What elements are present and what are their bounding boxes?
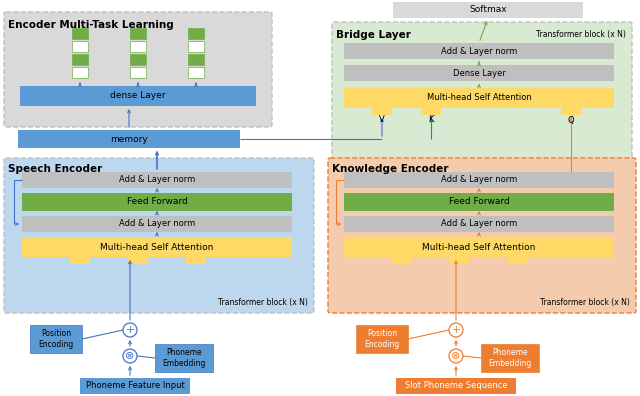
Bar <box>188 41 204 52</box>
Text: V: V <box>379 116 385 124</box>
Text: Feed Forward: Feed Forward <box>449 198 509 206</box>
Bar <box>130 54 146 65</box>
Text: Speech Encoder: Speech Encoder <box>8 164 102 174</box>
Text: Add & Layer norm: Add & Layer norm <box>441 219 517 228</box>
Bar <box>72 67 88 78</box>
Text: Add & Layer norm: Add & Layer norm <box>441 46 517 55</box>
Bar <box>372 108 392 115</box>
Bar <box>20 86 256 106</box>
FancyBboxPatch shape <box>4 158 314 313</box>
Bar <box>344 237 614 257</box>
Bar <box>344 216 614 232</box>
Text: Add & Layer norm: Add & Layer norm <box>119 219 195 228</box>
Bar <box>72 28 88 39</box>
Bar <box>72 54 88 65</box>
Text: Softmax: Softmax <box>469 6 507 15</box>
Text: Dense Layer: Dense Layer <box>452 69 506 78</box>
Text: Multi-head Self Attention: Multi-head Self Attention <box>422 242 536 251</box>
FancyBboxPatch shape <box>328 158 636 313</box>
Bar <box>130 28 146 39</box>
Bar <box>344 88 614 108</box>
Bar <box>72 41 88 52</box>
Text: Position
Encoding: Position Encoding <box>364 329 399 349</box>
Bar <box>80 378 190 394</box>
Text: Phoneme Feature Input: Phoneme Feature Input <box>86 381 184 390</box>
Bar <box>22 237 292 257</box>
Text: Bridge Layer: Bridge Layer <box>336 30 411 40</box>
Text: K: K <box>428 116 434 124</box>
Text: ⊗: ⊗ <box>451 351 461 361</box>
Text: dense Layer: dense Layer <box>110 91 166 101</box>
Text: memory: memory <box>110 135 148 143</box>
Bar <box>188 54 204 65</box>
Bar <box>155 344 213 372</box>
Bar <box>344 172 614 188</box>
Bar <box>18 130 240 148</box>
Bar <box>188 67 204 78</box>
Text: Multi-head Self Attention: Multi-head Self Attention <box>427 93 531 103</box>
Text: ⊗: ⊗ <box>125 351 134 361</box>
Bar <box>561 108 581 115</box>
Bar <box>22 193 292 211</box>
Bar <box>481 344 539 372</box>
Bar <box>186 257 206 264</box>
Bar <box>421 108 441 115</box>
Bar <box>30 325 82 353</box>
Text: Transformer block (x N): Transformer block (x N) <box>218 298 308 307</box>
Bar <box>70 257 90 264</box>
Bar <box>128 257 148 264</box>
Bar <box>393 2 583 18</box>
Text: Phoneme
Embedding: Phoneme Embedding <box>163 348 205 368</box>
Bar <box>344 43 614 59</box>
Bar <box>130 67 146 78</box>
Text: Position
Encoding: Position Encoding <box>38 329 74 349</box>
Bar <box>22 216 292 232</box>
Text: Multi-head Self Attention: Multi-head Self Attention <box>100 242 214 251</box>
Bar <box>450 257 470 264</box>
Bar <box>344 65 614 81</box>
Text: Phoneme
Embedding: Phoneme Embedding <box>488 348 532 368</box>
FancyBboxPatch shape <box>332 22 632 162</box>
Bar <box>188 28 204 39</box>
Text: +: + <box>125 325 134 335</box>
Text: Q: Q <box>568 116 574 124</box>
Bar <box>396 378 516 394</box>
Text: Add & Layer norm: Add & Layer norm <box>119 175 195 185</box>
Text: Knowledge Encoder: Knowledge Encoder <box>332 164 449 174</box>
Text: +: + <box>451 325 461 335</box>
Text: Feed Forward: Feed Forward <box>127 198 188 206</box>
Text: Transformer block (x N): Transformer block (x N) <box>540 298 630 307</box>
Text: Slot Phoneme Sequence: Slot Phoneme Sequence <box>404 381 508 390</box>
Bar <box>130 41 146 52</box>
Text: Transformer block (x N): Transformer block (x N) <box>536 30 626 39</box>
Bar <box>344 193 614 211</box>
Bar <box>22 172 292 188</box>
Text: Add & Layer norm: Add & Layer norm <box>441 175 517 185</box>
Bar <box>392 257 412 264</box>
FancyBboxPatch shape <box>4 12 272 127</box>
Bar <box>356 325 408 353</box>
Bar <box>508 257 528 264</box>
Text: Encoder Multi-Task Learning: Encoder Multi-Task Learning <box>8 20 173 30</box>
